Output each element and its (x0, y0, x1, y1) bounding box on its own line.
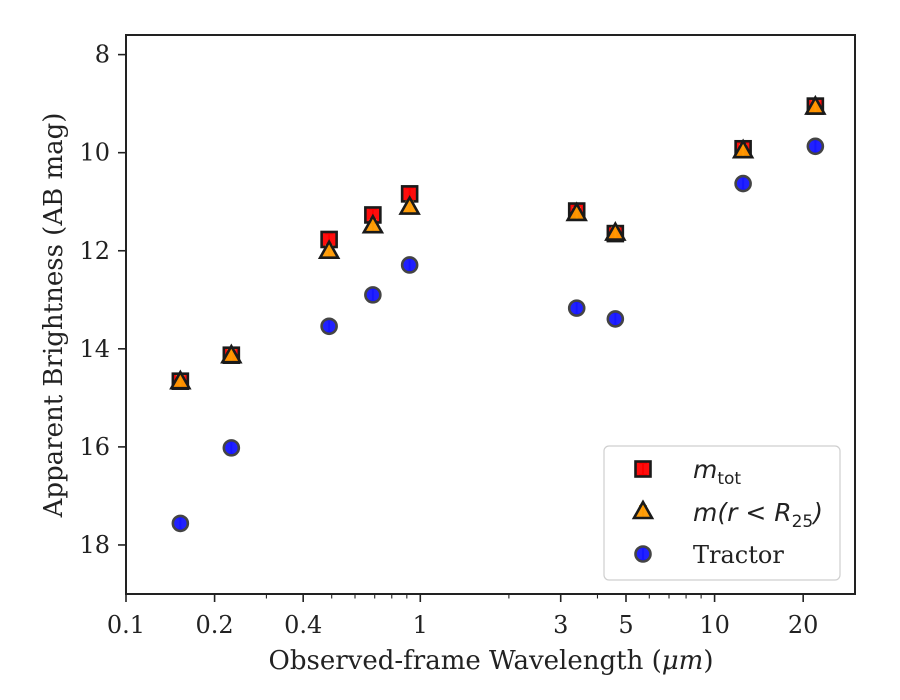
series-2-point-0 (171, 514, 190, 533)
legend-label-tractor: Tractor (693, 541, 784, 569)
series-2-point-4 (400, 256, 419, 274)
series-2-point-5 (567, 299, 586, 317)
series-1-point-1 (220, 343, 243, 364)
legend-marker-2-marker (634, 545, 652, 563)
x-tick-label-6: 10 (699, 611, 730, 639)
y-tick-label-3: 14 (79, 335, 110, 363)
legend-box (603, 445, 841, 581)
x-tick-label-7: 20 (788, 611, 819, 639)
series-2-point-2 (320, 317, 338, 336)
series-1-point-3-marker (361, 213, 385, 234)
x-tick-label-0: 0.1 (107, 611, 145, 639)
series-2-point-0-marker (171, 514, 190, 533)
legend-markers (631, 460, 655, 563)
series-1-point-6-marker (604, 220, 627, 241)
y-tick-label-1: 10 (79, 139, 110, 167)
legend-mr25-tail: ) (811, 498, 823, 527)
series-1-point-6 (604, 220, 627, 241)
y-tick-label-5: 18 (79, 531, 110, 559)
marks-layer (169, 94, 827, 533)
x-tick-label-3: 1 (413, 611, 428, 639)
series-2-point-4-marker (400, 256, 419, 274)
series-1-point-5-marker (565, 201, 588, 222)
legend-mtot-sub: tot (717, 469, 741, 489)
legend-marker-1-marker (631, 499, 655, 520)
y-tick-label-4: 16 (79, 433, 110, 461)
series-2-point-5-marker (567, 299, 586, 317)
series-1-point-2 (317, 239, 341, 260)
series-1-point-0-marker (169, 369, 192, 390)
y-axis-label: Apparent Brightness (AB mag) (39, 113, 69, 519)
plot-frame (125, 34, 856, 595)
x-tick-label-5: 5 (618, 611, 633, 639)
series-1-point-8 (804, 94, 827, 115)
series-2-point-3-marker (364, 286, 382, 304)
x-axis-label-prefix: Observed-frame Wavelength ( (269, 646, 662, 676)
x-tick-label-1: 0.2 (196, 611, 234, 639)
series-1-point-4 (398, 194, 421, 215)
series-2-point-8-marker (806, 137, 825, 156)
x-axis-label-unit: μm (662, 646, 704, 676)
legend: mtot m(r < R25) Tractor (603, 445, 841, 581)
series-1-point-4-marker (398, 194, 421, 215)
legend-mr25-sub: 25 (792, 512, 814, 532)
series-2-point-1 (222, 439, 241, 457)
x-tick-label-2: 0.4 (284, 611, 322, 639)
legend-marker-1 (631, 499, 655, 520)
series-1-point-7 (731, 138, 755, 159)
series-0 (171, 97, 825, 390)
series-2-point-1-marker (222, 439, 241, 457)
legend-mtot-main: m (693, 455, 717, 484)
series-2-point-6-marker (606, 310, 625, 328)
x-axis-label: Observed-frame Wavelength (μm) (269, 646, 714, 676)
series-1-point-7-marker (731, 138, 755, 159)
y-tick-label-2: 12 (79, 237, 110, 265)
series-2-point-8 (806, 137, 825, 156)
series-2-point-3 (364, 286, 382, 304)
series-2-point-2-marker (320, 317, 338, 336)
ticks-layer: 0.1 0.2 0.4 1 3 5 10 20 8 10 12 14 16 18 (79, 41, 818, 639)
series-1-point-3 (361, 213, 385, 234)
legend-marker-0-marker (634, 460, 652, 478)
legend-marker-2 (634, 545, 652, 563)
series-1-point-1-marker (220, 343, 243, 364)
series-1 (169, 94, 827, 390)
series-1-point-0 (169, 369, 192, 390)
series-2-point-6 (606, 310, 625, 328)
series-2-point-7-marker (734, 174, 752, 193)
legend-label-mtot: mtot (693, 455, 741, 489)
series-1-point-2-marker (317, 239, 341, 260)
x-tick-label-4: 3 (553, 611, 568, 639)
series-1-point-8-marker (804, 94, 827, 115)
series-2 (171, 137, 825, 533)
y-tick-label-0: 8 (95, 41, 110, 69)
legend-label-mr25: m(r < R25) (693, 498, 823, 532)
legend-mr25-main: m(r < R (693, 498, 792, 527)
series-1-point-5 (565, 201, 588, 222)
series-2-point-7 (734, 174, 752, 193)
legend-marker-0 (634, 460, 652, 478)
x-axis-label-suffix: ) (703, 646, 713, 676)
